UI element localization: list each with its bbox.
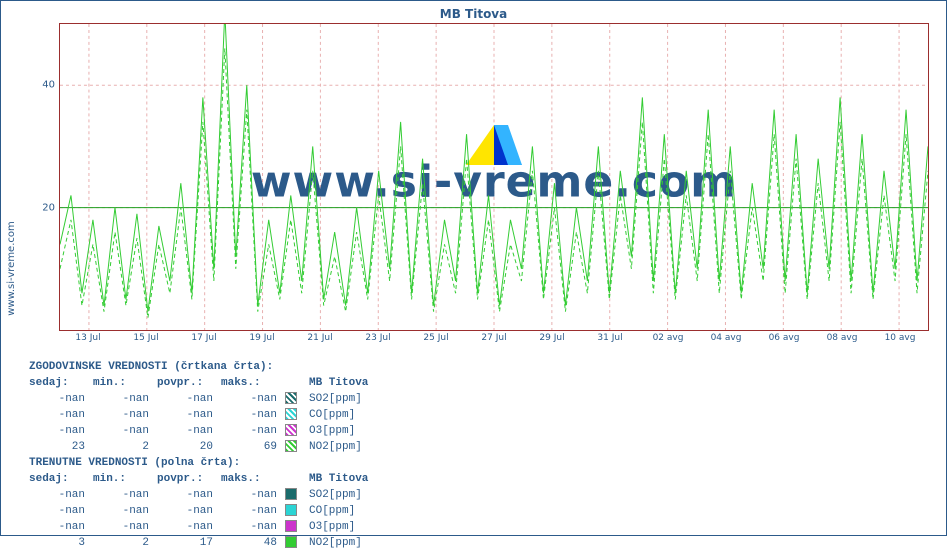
legend-swatch-icon	[285, 424, 297, 436]
x-tick-label: 25 Jul	[423, 333, 448, 343]
x-tick-label: 21 Jul	[307, 333, 332, 343]
y-axis-ticks: 2040	[37, 23, 57, 331]
legend-swatch-cell	[281, 439, 305, 455]
legend-value: -nan	[89, 391, 153, 407]
legend-value: 69	[217, 439, 281, 455]
legend-swatch-cell	[281, 407, 305, 423]
legend-section-title: TRENUTNE VREDNOSTI (polna črta):	[25, 455, 372, 471]
legend-col-header: povpr.:	[153, 375, 217, 391]
legend-table: ZGODOVINSKE VREDNOSTI (črtkana črta):sed…	[25, 359, 372, 551]
legend-value: 2	[89, 439, 153, 455]
x-tick-label: 31 Jul	[597, 333, 622, 343]
x-tick-label: 08 avg	[827, 333, 858, 343]
x-tick-label: 23 Jul	[365, 333, 390, 343]
x-tick-label: 19 Jul	[249, 333, 274, 343]
legend-value: -nan	[25, 503, 89, 519]
legend-value: -nan	[153, 487, 217, 503]
legend-value: 3	[25, 535, 89, 551]
legend-value: -nan	[153, 391, 217, 407]
legend-value: 17	[153, 535, 217, 551]
legend-series-label: O3[ppm]	[305, 519, 372, 535]
legend-value: -nan	[153, 503, 217, 519]
legend-col-header: maks.:	[217, 471, 281, 487]
legend-value: -nan	[25, 407, 89, 423]
legend-swatch-icon	[285, 408, 297, 420]
legend-series-label: NO2[ppm]	[305, 535, 372, 551]
chart-title: MB Titova	[1, 7, 946, 21]
x-tick-label: 27 Jul	[481, 333, 506, 343]
legend-value: -nan	[217, 503, 281, 519]
legend-value: -nan	[89, 487, 153, 503]
side-source-text: www.si-vreme.com	[6, 221, 17, 316]
legend-value: -nan	[25, 391, 89, 407]
y-tick-label: 40	[42, 79, 55, 90]
legend-series-label: CO[ppm]	[305, 503, 372, 519]
legend-swatch-cell	[281, 423, 305, 439]
legend-value: -nan	[153, 519, 217, 535]
legend-col-header: maks.:	[217, 375, 281, 391]
legend-swatch-cell	[281, 391, 305, 407]
legend-series-label: SO2[ppm]	[305, 487, 372, 503]
x-tick-label: 10 avg	[885, 333, 916, 343]
legend-value: -nan	[89, 423, 153, 439]
legend-value: -nan	[153, 423, 217, 439]
legend-swatch-icon	[285, 520, 297, 532]
legend-swatch-icon	[285, 504, 297, 516]
y-tick-label: 20	[42, 202, 55, 213]
legend-col-header: min.:	[89, 375, 153, 391]
legend-swatch-icon	[285, 440, 297, 452]
legend-value: -nan	[217, 407, 281, 423]
legend-series-label: O3[ppm]	[305, 423, 372, 439]
legend-series-label: CO[ppm]	[305, 407, 372, 423]
legend-swatch-cell	[281, 503, 305, 519]
legend-station-header: MB Titova	[305, 471, 372, 487]
legend-station-header: MB Titova	[305, 375, 372, 391]
side-source-label: www.si-vreme.com	[3, 1, 19, 535]
x-tick-label: 02 avg	[653, 333, 684, 343]
legend-swatch-icon	[285, 392, 297, 404]
legend-value: -nan	[25, 423, 89, 439]
legend-swatch-cell	[281, 535, 305, 551]
legend-value: -nan	[25, 487, 89, 503]
x-tick-label: 13 Jul	[75, 333, 100, 343]
legend-col-header: sedaj:	[25, 375, 89, 391]
legend-value: -nan	[217, 487, 281, 503]
series-layer	[60, 24, 928, 330]
legend-station-header	[281, 375, 305, 391]
legend-block: ZGODOVINSKE VREDNOSTI (črtkana črta):sed…	[25, 359, 372, 551]
legend-value: 2	[89, 535, 153, 551]
legend-value: 48	[217, 535, 281, 551]
x-tick-label: 17 Jul	[191, 333, 216, 343]
x-tick-label: 15 Jul	[133, 333, 158, 343]
x-axis-ticks: 13 Jul 15 Jul 17 Jul 19 Jul 21 Jul 23 Jul 25 J…	[59, 333, 929, 349]
legend-value: -nan	[25, 519, 89, 535]
legend-value: -nan	[217, 423, 281, 439]
legend-value: -nan	[217, 391, 281, 407]
legend-section-title: ZGODOVINSKE VREDNOSTI (črtkana črta):	[25, 359, 372, 375]
legend-swatch-icon	[285, 488, 297, 500]
chart-frame: www.si-vreme.com MB Titova 2040 www.si-v…	[0, 0, 947, 536]
legend-value: -nan	[153, 407, 217, 423]
legend-swatch-cell	[281, 487, 305, 503]
legend-value: -nan	[89, 503, 153, 519]
legend-value: 23	[25, 439, 89, 455]
legend-col-header: sedaj:	[25, 471, 89, 487]
x-tick-label: 29 Jul	[539, 333, 564, 343]
legend-col-header: min.:	[89, 471, 153, 487]
legend-series-label: NO2[ppm]	[305, 439, 372, 455]
legend-value: -nan	[89, 407, 153, 423]
legend-station-header	[281, 471, 305, 487]
legend-series-label: SO2[ppm]	[305, 391, 372, 407]
legend-swatch-cell	[281, 519, 305, 535]
legend-value: -nan	[89, 519, 153, 535]
plot-area: www.si-vreme.com	[59, 23, 929, 331]
legend-swatch-icon	[285, 536, 297, 548]
legend-col-header: povpr.:	[153, 471, 217, 487]
legend-value: -nan	[217, 519, 281, 535]
x-tick-label: 04 avg	[711, 333, 742, 343]
x-tick-label: 06 avg	[769, 333, 800, 343]
legend-value: 20	[153, 439, 217, 455]
